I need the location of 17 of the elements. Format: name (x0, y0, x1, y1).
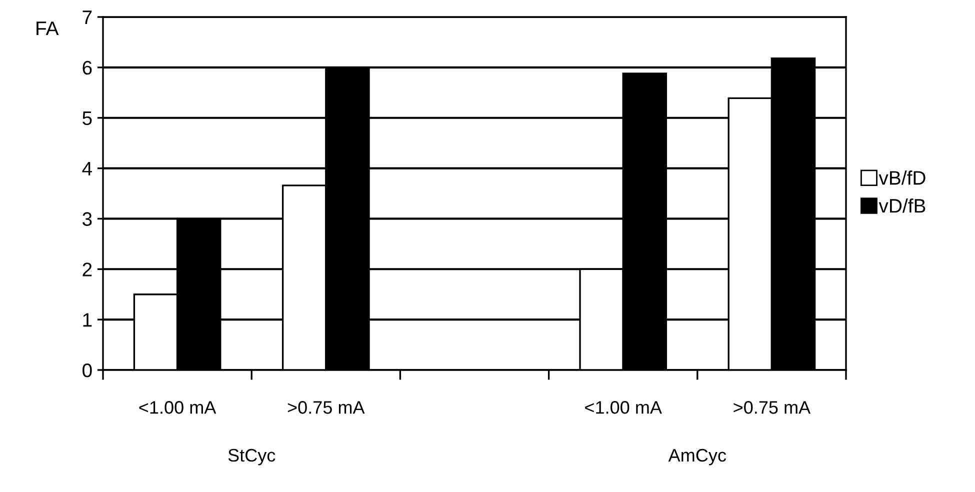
text: StCyc (228, 448, 276, 466)
y-tick-label: 0 (82, 363, 92, 378)
y-tick-label: 4 (82, 162, 92, 176)
y-tick-label: 2 (82, 262, 92, 276)
text: AmCyc (668, 448, 726, 466)
x-tick-label: >0.75 mA (288, 401, 365, 414)
x-tick-label: <1.00 mA (139, 401, 216, 414)
legend-label: vD/fB (878, 198, 926, 213)
y-tick-label: 5 (82, 112, 92, 126)
y-axis-title: FA (36, 22, 59, 36)
legend-label: vB/fD (878, 170, 926, 185)
x-tick-label: >0.75 mA (734, 401, 811, 414)
y-tick-label: 3 (82, 212, 92, 226)
y-tick-label: 7 (82, 10, 92, 24)
x-tick-label: <1.00 mA (585, 401, 662, 414)
y-tick-label: 6 (82, 60, 92, 75)
y-tick-label: 1 (83, 313, 92, 327)
